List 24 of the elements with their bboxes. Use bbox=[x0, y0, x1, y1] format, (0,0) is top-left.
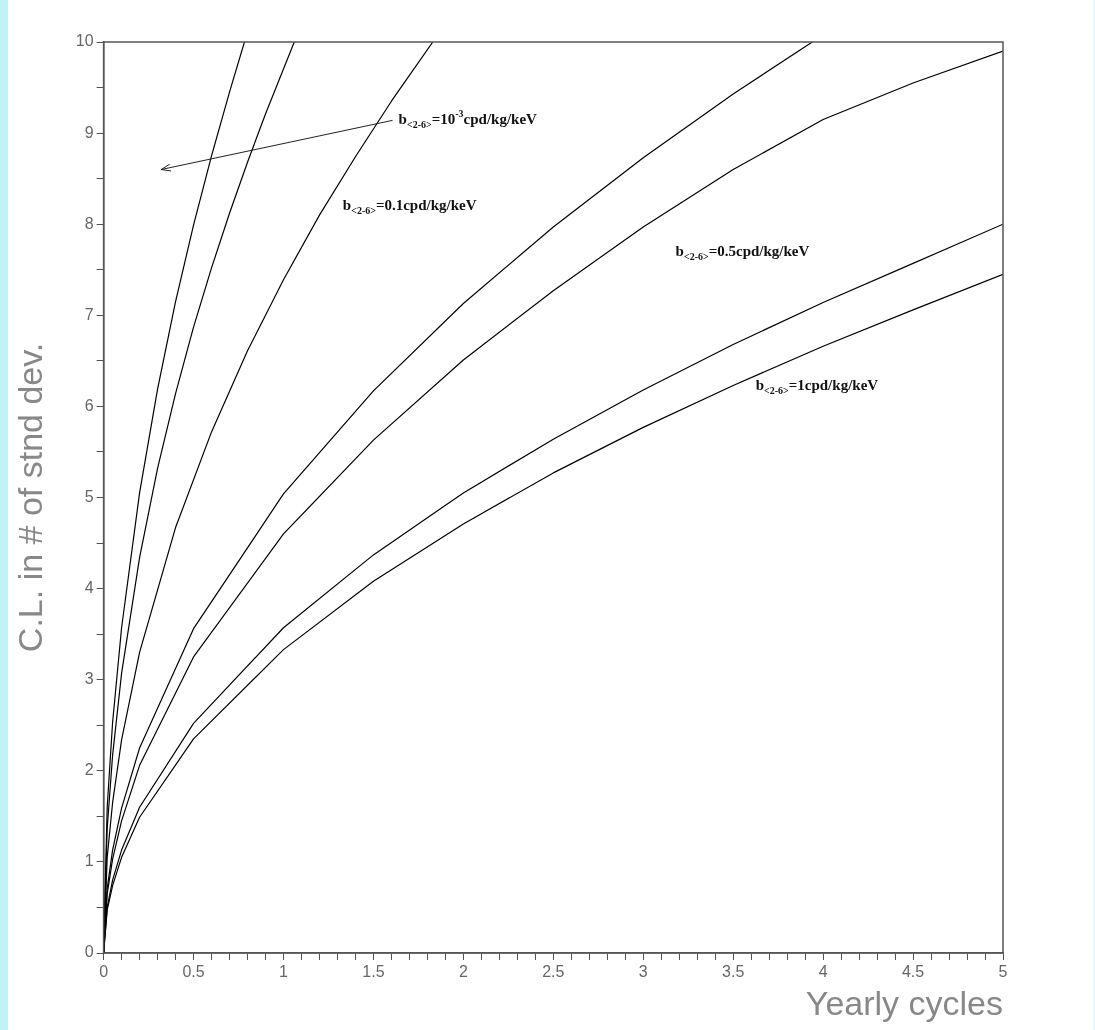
x-tick-label: 2.5 bbox=[542, 963, 565, 981]
x-tick-label: 0 bbox=[99, 963, 109, 981]
x-tick-label: 4 bbox=[818, 963, 828, 981]
y-tick-label: 7 bbox=[84, 305, 94, 323]
y-tick-label: 4 bbox=[84, 579, 94, 597]
y-tick-label: 9 bbox=[84, 123, 94, 141]
x-tick-label: 2 bbox=[458, 963, 468, 981]
y-tick-label: 0 bbox=[84, 943, 94, 961]
x-tick-label: 1.5 bbox=[362, 963, 385, 981]
x-tick-label: 1 bbox=[279, 963, 289, 981]
y-tick-label: 10 bbox=[75, 32, 94, 50]
x-tick-label: 4.5 bbox=[901, 963, 925, 981]
y-tick-label: 6 bbox=[84, 396, 94, 414]
x-tick-label: 5 bbox=[998, 963, 1008, 981]
x-tick-label: 3 bbox=[638, 963, 648, 981]
x-axis-title: Yearly cycles bbox=[805, 983, 1003, 1022]
y-tick-label: 1 bbox=[84, 852, 94, 870]
y-axis-title: C.L. in # of stnd dev. bbox=[10, 342, 49, 653]
y-tick-label: 3 bbox=[84, 670, 94, 688]
y-tick-label: 5 bbox=[84, 487, 94, 505]
x-tick-label: 0.5 bbox=[182, 963, 205, 981]
y-tick-label: 8 bbox=[84, 214, 94, 232]
y-tick-label: 2 bbox=[84, 761, 94, 779]
x-tick-label: 3.5 bbox=[722, 963, 745, 981]
